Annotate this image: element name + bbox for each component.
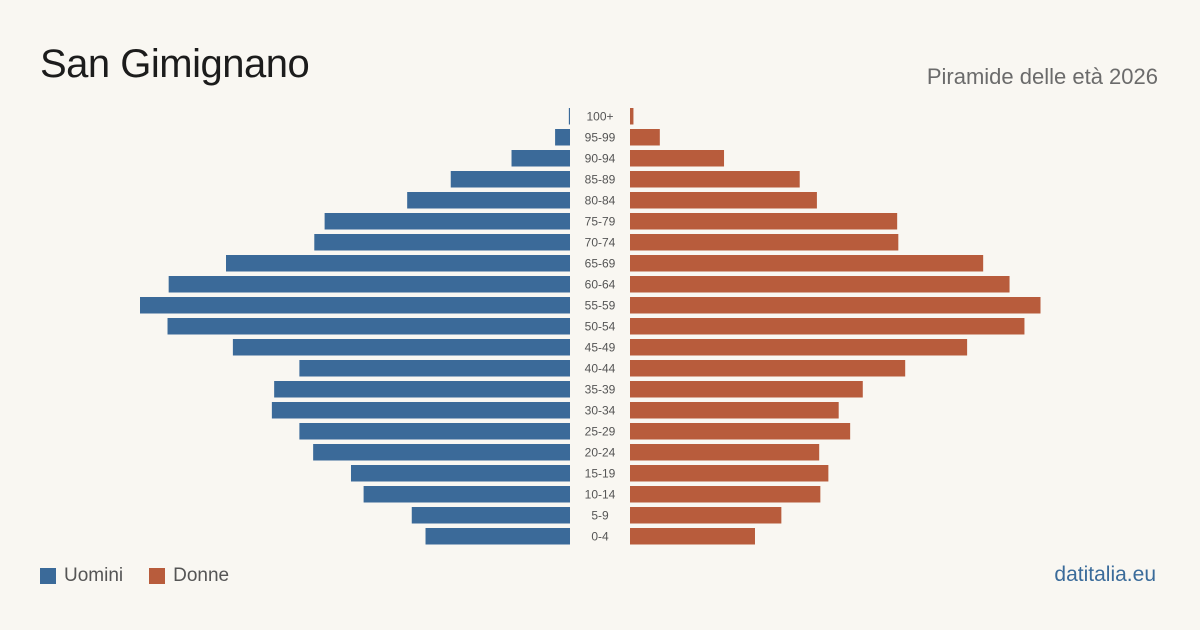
bar-women-65-69 bbox=[630, 255, 984, 272]
bar-men-85-89 bbox=[450, 171, 570, 188]
bar-women-5-9 bbox=[630, 507, 782, 524]
bar-women-60-64 bbox=[630, 276, 1010, 293]
bar-men-10-14 bbox=[363, 486, 570, 503]
bar-women-0-4 bbox=[630, 528, 755, 545]
bar-women-50-54 bbox=[630, 318, 1025, 335]
bar-men-95-99 bbox=[555, 129, 570, 146]
age-label-30-34: 30-34 bbox=[585, 403, 616, 417]
age-label-0-4: 0-4 bbox=[591, 529, 609, 543]
age-label-40-44: 40-44 bbox=[585, 361, 616, 375]
bar-men-80-84 bbox=[407, 192, 570, 209]
age-label-65-69: 65-69 bbox=[585, 256, 616, 270]
bar-women-35-39 bbox=[630, 381, 863, 398]
age-label-45-49: 45-49 bbox=[585, 340, 616, 354]
bar-women-55-59 bbox=[630, 297, 1041, 314]
bar-men-55-59 bbox=[140, 297, 570, 314]
age-label-10-14: 10-14 bbox=[585, 487, 616, 501]
bar-women-10-14 bbox=[630, 486, 821, 503]
age-label-90-94: 90-94 bbox=[585, 151, 616, 165]
bar-women-70-74 bbox=[630, 234, 899, 251]
legend-label-men: Uomini bbox=[64, 565, 124, 586]
bar-women-100+ bbox=[630, 108, 634, 125]
bar-women-85-89 bbox=[630, 171, 800, 188]
age-label-5-9: 5-9 bbox=[591, 508, 609, 522]
bar-men-0-4 bbox=[425, 528, 570, 545]
bar-women-25-29 bbox=[630, 423, 851, 440]
age-label-85-89: 85-89 bbox=[585, 172, 616, 186]
legend-swatch-men bbox=[40, 568, 56, 584]
bar-men-15-19 bbox=[350, 465, 570, 482]
chart-title: San Gimignano bbox=[40, 42, 310, 86]
age-label-55-59: 55-59 bbox=[585, 298, 616, 312]
bar-men-60-64 bbox=[168, 276, 570, 293]
legend-item-women: Donne bbox=[149, 565, 229, 587]
bar-men-45-49 bbox=[232, 339, 570, 356]
age-label-80-84: 80-84 bbox=[585, 193, 616, 207]
bar-women-30-34 bbox=[630, 402, 839, 419]
bar-men-75-79 bbox=[324, 213, 570, 230]
bar-men-30-34 bbox=[271, 402, 570, 419]
bar-men-20-24 bbox=[313, 444, 570, 461]
bar-women-15-19 bbox=[630, 465, 829, 482]
bar-women-95-99 bbox=[630, 129, 660, 146]
bar-men-40-44 bbox=[299, 360, 570, 377]
age-label-75-79: 75-79 bbox=[585, 214, 616, 228]
bar-men-90-94 bbox=[511, 150, 570, 167]
age-label-25-29: 25-29 bbox=[585, 424, 616, 438]
age-label-95-99: 95-99 bbox=[585, 130, 616, 144]
age-label-50-54: 50-54 bbox=[585, 319, 616, 333]
legend-label-women: Donne bbox=[173, 565, 230, 586]
chart-subtitle: Piramide delle età 2026 bbox=[926, 64, 1158, 89]
age-label-35-39: 35-39 bbox=[585, 382, 616, 396]
bar-women-75-79 bbox=[630, 213, 898, 230]
source-link[interactable]: datitalia.eu bbox=[1054, 563, 1156, 586]
bar-women-40-44 bbox=[630, 360, 906, 377]
bar-women-20-24 bbox=[630, 444, 820, 461]
bar-men-50-54 bbox=[167, 318, 570, 335]
age-label-100+: 100+ bbox=[586, 109, 613, 123]
bar-women-90-94 bbox=[630, 150, 725, 167]
bar-men-25-29 bbox=[299, 423, 570, 440]
bar-men-70-74 bbox=[314, 234, 570, 251]
bar-men-100+ bbox=[568, 108, 570, 125]
legend-item-men: Uomini bbox=[40, 565, 123, 587]
bar-women-45-49 bbox=[630, 339, 968, 356]
bar-men-35-39 bbox=[274, 381, 570, 398]
age-label-20-24: 20-24 bbox=[585, 445, 616, 459]
age-label-60-64: 60-64 bbox=[585, 277, 616, 291]
legend: Uomini Donne bbox=[40, 565, 255, 587]
bar-women-80-84 bbox=[630, 192, 817, 209]
legend-swatch-women bbox=[149, 568, 166, 584]
bar-men-5-9 bbox=[411, 507, 570, 524]
bar-men-65-69 bbox=[226, 255, 570, 272]
age-label-15-19: 15-19 bbox=[585, 466, 616, 480]
age-label-70-74: 70-74 bbox=[585, 235, 616, 249]
